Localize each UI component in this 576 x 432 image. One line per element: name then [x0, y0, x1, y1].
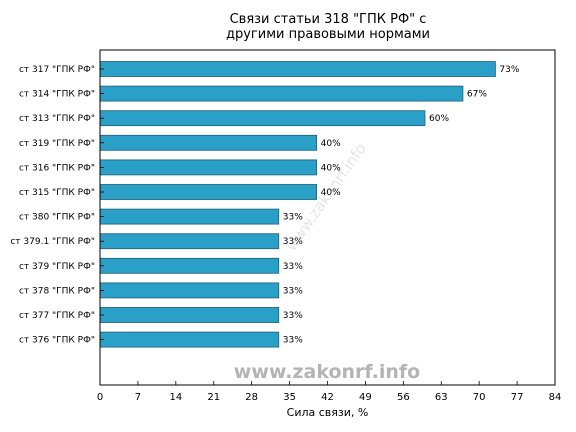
x-tick-label-8: 56 — [397, 392, 410, 403]
bars-group: ст 317 "ГПК РФ" 73% ст 314 "ГПК РФ" 67% ст 3… — [10, 61, 520, 348]
x-tick-label-9: 63 — [435, 392, 448, 403]
value-label-11: 33% — [283, 336, 303, 346]
value-label-5: 40% — [321, 188, 341, 198]
category-label-4: ст 316 "ГПК РФ" — [19, 163, 95, 173]
bar-6 — [99, 208, 280, 225]
x-tick-label-4: 28 — [245, 392, 258, 403]
category-label-10: ст 377 "ГПК РФ" — [19, 311, 95, 321]
value-label-7: 33% — [283, 237, 303, 247]
value-label-10: 33% — [283, 311, 303, 321]
value-label-3: 40% — [321, 139, 341, 149]
bar-11 — [99, 331, 280, 348]
bar-9 — [99, 282, 280, 299]
category-label-9: ст 378 "ГПК РФ" — [19, 286, 95, 296]
x-axis-label: Сила связи, % — [287, 406, 369, 419]
value-label-1: 67% — [467, 90, 487, 100]
x-tick-label-3: 21 — [207, 392, 220, 403]
bar-0 — [99, 61, 496, 77]
x-tick-label-2: 14 — [169, 392, 182, 403]
category-label-1: ст 314 "ГПК РФ" — [19, 90, 95, 100]
value-label-6: 33% — [283, 213, 303, 223]
value-label-8: 33% — [283, 262, 303, 272]
bar-1 — [99, 85, 464, 102]
chart-title-line-1: Связи статьи 318 "ГПК РФ" с — [230, 12, 427, 27]
bar-3 — [99, 134, 318, 151]
category-label-11: ст 376 "ГПК РФ" — [19, 336, 95, 346]
bar-4 — [99, 159, 318, 176]
category-label-8: ст 379 "ГПК РФ" — [19, 262, 95, 272]
x-tick-label-6: 42 — [321, 392, 334, 403]
x-tick-label-1: 7 — [135, 392, 141, 403]
bar-5 — [99, 184, 318, 200]
category-label-3: ст 319 "ГПК РФ" — [19, 139, 95, 149]
x-tick-label-12: 84 — [549, 392, 562, 403]
x-axis: 0 7 14 21 28 35 42 49 56 63 70 77 84 — [97, 381, 562, 403]
category-label-2: ст 313 "ГПК РФ" — [19, 114, 95, 124]
x-tick-label-11: 77 — [511, 392, 524, 403]
bar-2 — [99, 110, 426, 127]
category-label-7: ст 379.1 "ГПК РФ" — [10, 237, 95, 247]
value-label-0: 73% — [499, 65, 519, 75]
bar-7 — [99, 233, 280, 250]
category-label-0: ст 317 "ГПК РФ" — [19, 65, 95, 75]
category-label-6: ст 380 "ГПК РФ" — [19, 213, 95, 223]
category-label-5: ст 315 "ГПК РФ" — [19, 188, 95, 198]
watermark: www.zakonrf.info — [234, 361, 420, 383]
value-label-9: 33% — [283, 286, 303, 296]
x-tick-label-10: 70 — [473, 392, 486, 403]
x-tick-label-7: 49 — [359, 392, 372, 403]
bar-8 — [99, 257, 280, 274]
bar-10 — [99, 307, 280, 323]
x-tick-label-5: 35 — [283, 392, 296, 403]
value-label-4: 40% — [321, 163, 341, 173]
x-tick-label-0: 0 — [97, 392, 103, 403]
chart-title-line-2: другими правовыми нормами — [226, 27, 430, 42]
value-label-2: 60% — [429, 114, 449, 124]
